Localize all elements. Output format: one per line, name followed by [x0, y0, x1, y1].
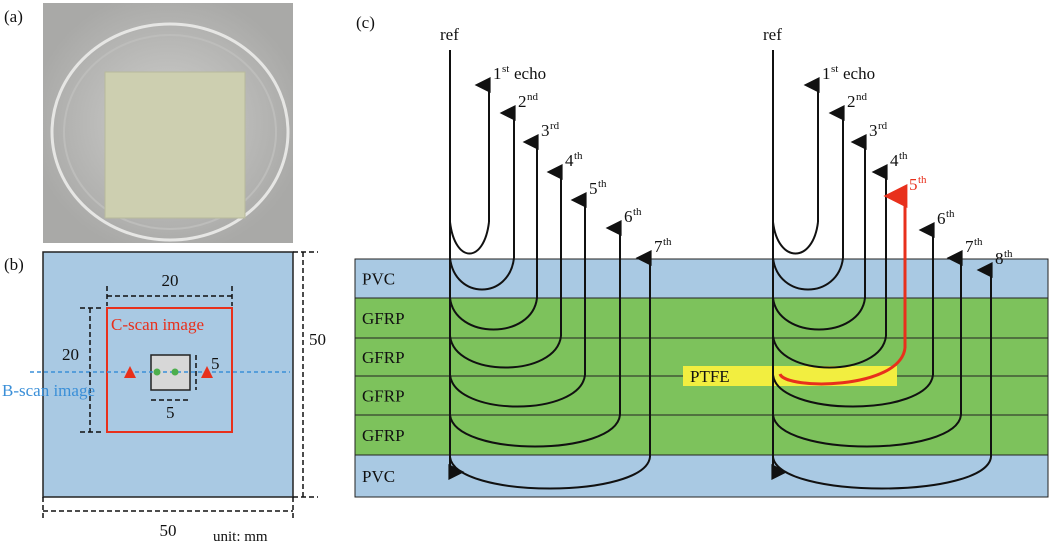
marker-dot — [172, 369, 179, 376]
defect-label: PTFE — [690, 367, 730, 386]
echo-label-sup: th — [899, 150, 908, 162]
bscan-label: B-scan image — [2, 381, 95, 400]
echo-label-sup: rd — [878, 120, 888, 132]
dimension-label: 5 — [211, 354, 220, 373]
echo-label-sup: st — [831, 63, 838, 75]
echo-label-sup: th — [974, 236, 983, 248]
echo-label-sup: th — [918, 174, 927, 186]
echo-label: 7 — [654, 237, 663, 256]
echo-label-sup: th — [946, 208, 955, 220]
echo-label: 2 — [518, 92, 527, 111]
echo-label: 1 — [822, 64, 831, 83]
echo-label: 6 — [624, 207, 633, 226]
dimension-label: 50 — [160, 521, 177, 540]
layer-label: GFRP — [362, 348, 405, 367]
echo-label-sup: nd — [856, 91, 868, 103]
echo-label: 2 — [847, 92, 856, 111]
echo-label-sup: rd — [550, 120, 560, 132]
layer-label: PVC — [362, 270, 395, 289]
dimension-label: 20 — [162, 271, 179, 290]
ref-label: ref — [440, 25, 459, 44]
echo-label-sup: th — [633, 206, 642, 218]
panel-label: (a) — [4, 7, 23, 26]
echo-label: 3 — [541, 121, 550, 140]
echo-label: 7 — [965, 237, 974, 256]
echo-label: 5 — [589, 179, 598, 198]
echo-label-sup: nd — [527, 91, 539, 103]
panel-label: (b) — [4, 255, 24, 274]
echo-label: 3 — [869, 121, 878, 140]
dimension-label: 50 — [309, 330, 326, 349]
figure: (a) (b) 20 20 50 50 5 5 C-scan image B-s… — [0, 0, 1055, 549]
echo-label: 5 — [909, 175, 918, 194]
echo-label-suffix: echo — [843, 64, 875, 83]
echo-label-sup: th — [574, 150, 583, 162]
layer-label: PVC — [362, 467, 395, 486]
echo-label-sup: th — [598, 178, 607, 190]
echo-label: 8 — [995, 249, 1004, 268]
unit-label: unit: mm — [213, 529, 268, 545]
cscan-label: C-scan image — [111, 315, 204, 334]
layer — [355, 415, 1048, 455]
echo-label: 6 — [937, 209, 946, 228]
layer-label: GFRP — [362, 387, 405, 406]
echo-label-sup: st — [502, 63, 509, 75]
echo-label-suffix: echo — [514, 64, 546, 83]
echo-label: 1 — [493, 64, 502, 83]
panel-label: (c) — [356, 13, 375, 32]
dimension-label: 5 — [166, 403, 175, 422]
echo-label-sup: th — [1004, 248, 1013, 260]
layer — [355, 455, 1048, 497]
ref-label: ref — [763, 25, 782, 44]
sample-plate — [105, 72, 245, 218]
dimension-label: 20 — [62, 345, 79, 364]
marker-dot — [154, 369, 161, 376]
echo-curve — [450, 222, 489, 254]
layer-label: GFRP — [362, 309, 405, 328]
layer-label: GFRP — [362, 426, 405, 445]
echo-curve — [773, 222, 818, 254]
echo-label: 4 — [890, 151, 899, 170]
echo-label-sup: th — [663, 236, 672, 248]
echo-label: 4 — [565, 151, 574, 170]
